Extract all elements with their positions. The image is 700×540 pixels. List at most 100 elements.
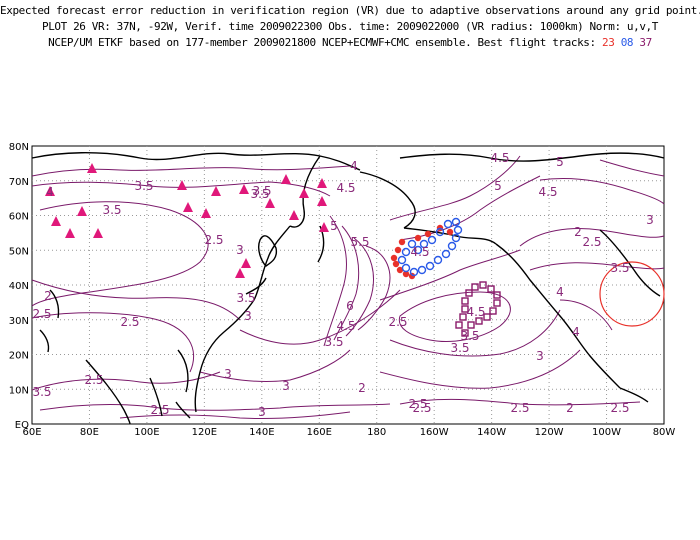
- contour-label: 4.5: [466, 305, 485, 319]
- track-point: [396, 266, 404, 274]
- track-point: [394, 246, 402, 254]
- triangle-marker: [319, 222, 329, 232]
- triangle-marker: [235, 268, 245, 278]
- contour-label: 6: [346, 299, 354, 313]
- verification-region-circle: [599, 261, 665, 327]
- track-point: [459, 313, 467, 321]
- contour-label: 3: [258, 405, 266, 419]
- contour-label: 5: [330, 219, 338, 233]
- contour-label: 2: [574, 225, 582, 239]
- contour-line: [31, 165, 351, 177]
- title-line-1: Expected forecast error reduction in ver…: [0, 4, 700, 17]
- triangle-marker: [93, 228, 103, 238]
- lat-tick-label: 60N: [9, 212, 29, 223]
- track-point: [455, 321, 463, 329]
- contour-line: [31, 312, 195, 373]
- contour-label: 2.5: [388, 315, 407, 329]
- lon-tick-label: 100W: [592, 427, 621, 438]
- coastline: [289, 155, 321, 228]
- contour-label: 4: [46, 185, 54, 199]
- triangle-marker: [289, 210, 299, 220]
- coastline: [85, 359, 131, 425]
- lat-tick-label: 70N: [9, 177, 29, 188]
- track-point: [489, 307, 497, 315]
- lon-tick-label: 180: [367, 427, 386, 438]
- contour-line: [31, 279, 241, 321]
- contour-line: [519, 228, 665, 247]
- track-point: [424, 230, 432, 238]
- track-point: [427, 235, 437, 245]
- track-point: [441, 249, 451, 259]
- track-point: [417, 265, 427, 275]
- contour-label: 3.5: [102, 203, 121, 217]
- triangle-marker: [45, 186, 55, 196]
- lon-tick-label: 120W: [535, 427, 564, 438]
- track-point: [471, 283, 479, 291]
- contour-label: 2.5: [150, 403, 169, 417]
- contour-line: [39, 403, 391, 411]
- track-label-c: 37: [639, 36, 652, 49]
- contour-line: [399, 398, 641, 406]
- coastline: [399, 152, 665, 162]
- triangle-marker: [65, 228, 75, 238]
- contour-line: [599, 159, 665, 177]
- track-point: [467, 321, 475, 329]
- track-point: [487, 285, 495, 293]
- contour-label: 5.5: [350, 235, 369, 249]
- contour-line: [333, 225, 360, 341]
- lat-tick-label: 20N: [9, 351, 29, 362]
- triangle-marker: [265, 198, 275, 208]
- coastline: [359, 171, 416, 229]
- lon-tick-label: 100E: [134, 427, 159, 438]
- contour-label: 4.5: [336, 319, 355, 333]
- contour-label: 2.5: [32, 307, 51, 321]
- triangle-marker: [281, 174, 291, 184]
- contour-label: 3.5: [460, 329, 479, 343]
- track-point: [475, 317, 483, 325]
- track-point: [433, 255, 443, 265]
- triangle-marker: [241, 258, 251, 268]
- contour-label: 3: [282, 379, 290, 393]
- contour-label: 3: [646, 213, 654, 227]
- triangle-marker: [201, 208, 211, 218]
- flight-track-23: [390, 224, 454, 280]
- lon-tick-label: 80E: [80, 427, 99, 438]
- track-point: [443, 219, 453, 229]
- coastline: [39, 289, 60, 353]
- track-point: [402, 270, 410, 278]
- coastline: [149, 377, 163, 417]
- coastline: [31, 152, 361, 171]
- triangle-marker: [211, 186, 221, 196]
- contour-label: 4.5: [538, 185, 557, 199]
- track-point: [425, 261, 435, 271]
- flight-track-37: [455, 281, 501, 337]
- contour-label: 5: [494, 179, 502, 193]
- track-point: [409, 267, 419, 277]
- triangle-marker: [299, 188, 309, 198]
- track-point: [419, 239, 429, 249]
- contour-line: [357, 245, 391, 331]
- contour-label: 2.5: [84, 373, 103, 387]
- lat-tick-label: 80N: [9, 142, 29, 153]
- coastlines: [31, 152, 665, 425]
- coastline: [599, 229, 661, 297]
- track-point: [447, 241, 457, 251]
- contour-label: 2.5: [582, 235, 601, 249]
- track-point: [413, 245, 423, 255]
- contour-line: [31, 371, 221, 391]
- track-point: [408, 272, 416, 280]
- flight-track-08: [397, 217, 463, 277]
- contour-label: 4: [572, 325, 580, 339]
- contour-line: [119, 411, 351, 420]
- contour-label: 2.5: [610, 401, 629, 415]
- title-line-3: NCEP/UM ETKF based on 177-member 2009021…: [0, 36, 700, 49]
- lon-tick-label: 120E: [192, 427, 217, 438]
- triangle-marker: [183, 202, 193, 212]
- contour-line: [31, 201, 209, 307]
- contour-label: 2.5: [120, 315, 139, 329]
- contour-line: [379, 249, 521, 301]
- track-point: [453, 225, 463, 235]
- contour-line: [539, 178, 665, 205]
